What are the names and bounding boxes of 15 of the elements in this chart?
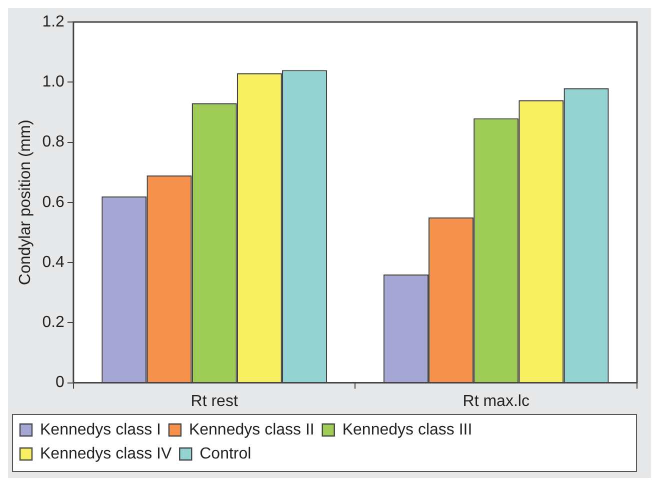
legend-label: Kennedys class IV — [40, 445, 172, 462]
y-tick-label: 1.2 — [42, 13, 65, 30]
y-tick-label: 1.0 — [42, 74, 65, 91]
legend-label: Control — [200, 445, 252, 462]
legend-label: Kennedys class III — [342, 421, 472, 438]
y-axis-title: Condylar position (mm) — [17, 120, 34, 286]
legend-label: Kennedys class I — [40, 421, 161, 438]
x-tick-label: Rt rest — [190, 392, 238, 410]
legend-label: Kennedys class II — [188, 421, 314, 438]
x-tick-label: Rt max.lc — [462, 392, 530, 410]
y-tick-label: 0.4 — [42, 254, 65, 271]
y-tick-label: 0.8 — [42, 134, 65, 151]
y-tick-label: 0.6 — [42, 194, 65, 211]
y-tick-label: 0.2 — [42, 314, 65, 332]
y-tick-label: 0 — [56, 374, 65, 392]
